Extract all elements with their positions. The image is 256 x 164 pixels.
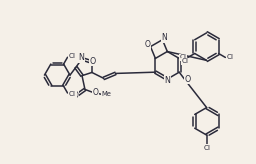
Text: O: O — [72, 91, 78, 100]
Text: Cl: Cl — [69, 53, 76, 59]
Text: O: O — [145, 40, 151, 49]
Text: Cl: Cl — [182, 58, 189, 64]
Text: Cl: Cl — [227, 54, 234, 60]
Text: O: O — [185, 75, 191, 83]
Text: Cl: Cl — [179, 54, 187, 60]
Text: N: N — [78, 53, 84, 62]
Text: Me: Me — [102, 91, 112, 97]
Text: N: N — [164, 76, 170, 84]
Text: Cl: Cl — [69, 91, 76, 97]
Text: N: N — [162, 33, 167, 42]
Text: O: O — [93, 88, 99, 97]
Text: Cl: Cl — [203, 145, 210, 151]
Text: O: O — [90, 57, 96, 66]
